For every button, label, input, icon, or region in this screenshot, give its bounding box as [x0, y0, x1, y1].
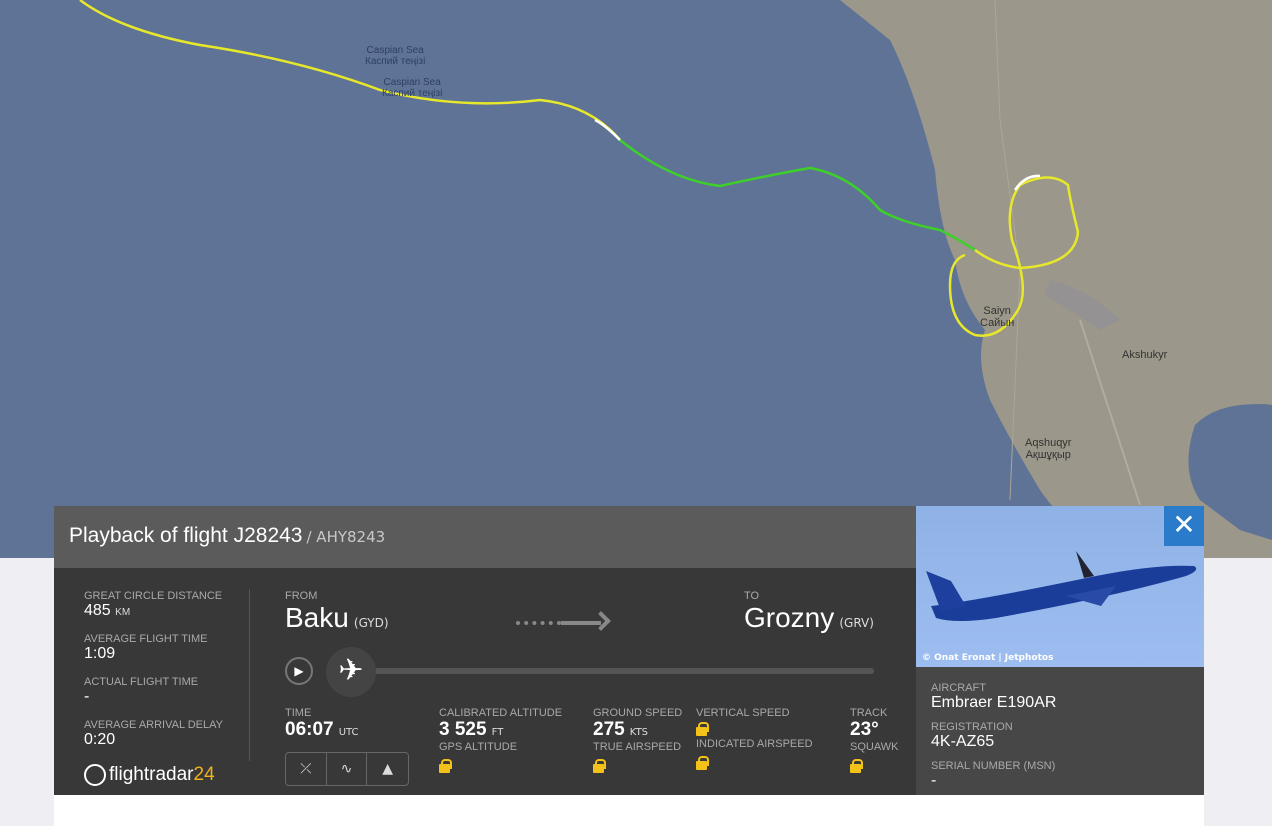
flight-playback-panel: Playback of flight J28243/ AHY8243 Great… — [54, 506, 1204, 795]
direction-arrow-icon — [516, 611, 611, 634]
divider — [249, 589, 250, 761]
lock-icon[interactable] — [593, 759, 606, 773]
ground-speed: Ground speed 275 KTS True airspeed — [593, 707, 682, 773]
close-icon: ✕ — [1172, 508, 1196, 541]
lock-icon[interactable] — [696, 722, 709, 736]
lock-icon[interactable] — [696, 756, 709, 770]
playback-slider-handle[interactable]: ✈ — [326, 647, 376, 697]
photo-credit[interactable]: © Onat Eronat | Jetphotos — [922, 653, 1054, 663]
place-label: Akshukyr — [1122, 349, 1168, 361]
lock-icon[interactable] — [850, 759, 863, 773]
track: Track 23° Squawk — [850, 707, 899, 773]
collapse-view-button[interactable]: ⤫ — [286, 753, 327, 785]
altitude-graph-button[interactable]: ▲ — [367, 753, 408, 785]
route-button[interactable]: ∿ — [327, 753, 368, 785]
aircraft-info: Aircraft Embraer E190AR Registration 4K-… — [916, 667, 1204, 795]
route-icon: ∿ — [340, 761, 353, 777]
flight-track — [79, 0, 621, 141]
sea-label: Caspian Sea Каспий теңізі — [382, 77, 443, 99]
radar-icon — [84, 764, 106, 786]
aircraft-image — [926, 551, 1197, 621]
destination: TO Grozny (GRV) — [744, 590, 874, 633]
close-button[interactable]: ✕ — [1164, 506, 1204, 546]
origin: FROM Baku (GYD) — [285, 590, 389, 633]
place-label: Aqshuqyr Ақшұқыр — [1025, 437, 1072, 461]
flight-title: Playback of flight J28243 — [69, 524, 303, 547]
view-toolbar: ⤫ ∿ ▲ — [285, 752, 409, 786]
sea-label: Caspian Sea Каспий теңізі — [365, 45, 426, 67]
place-label: Saiyn Сайын — [980, 305, 1015, 329]
flight-stats: Great circle distance 485 KM Average flig… — [84, 590, 223, 748]
flightradar24-logo[interactable]: flightradar 24 — [84, 764, 215, 786]
time-readout: TIME 06:07 UTC — [285, 707, 359, 740]
play-icon: ▶ — [294, 664, 304, 678]
chart-area-icon: ▲ — [382, 761, 394, 777]
page-footer-area — [54, 795, 1204, 826]
calibrated-altitude: Calibrated altitude 3 525 FT GPS altitud… — [439, 707, 562, 773]
vertical-speed: Vertical speed Indicated airspeed — [696, 707, 813, 770]
aircraft-photo[interactable]: © Onat Eronat | Jetphotos ✕ — [916, 506, 1204, 667]
panel-header: Playback of flight J28243/ AHY8243 — [54, 506, 916, 568]
map[interactable]: Caspian Sea Каспий теңізі Caspian Sea Касп… — [0, 0, 1272, 558]
map-canvas[interactable] — [0, 0, 1272, 558]
playback-slider[interactable] — [344, 668, 874, 674]
airplane-icon: ✈ — [338, 653, 364, 688]
lock-icon[interactable] — [439, 759, 452, 773]
flight-callsign: / AHY8243 — [306, 528, 386, 546]
land — [840, 0, 1272, 558]
collapse-icon: ⤫ — [300, 761, 312, 777]
play-button[interactable]: ▶ — [285, 657, 313, 685]
